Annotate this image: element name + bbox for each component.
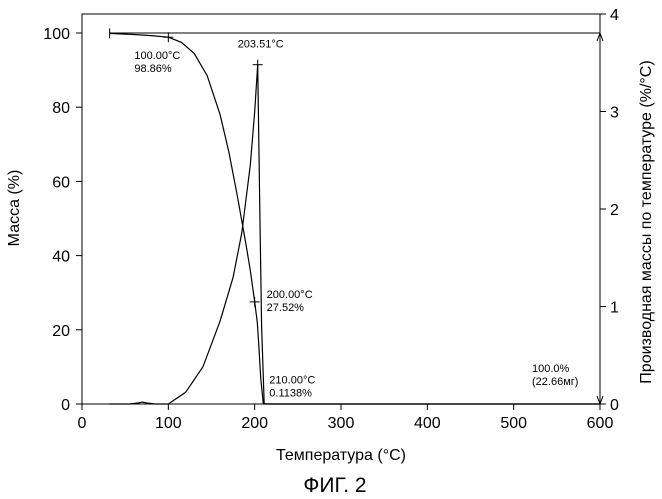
annotation-label: 203.51°C (238, 39, 284, 51)
y-right-tick-label: 4 (610, 7, 619, 24)
y-left-axis: 0 20 40 60 80 100 (43, 26, 82, 414)
annotation-line: (22.66мг) (532, 376, 578, 388)
x-tick-label: 300 (328, 415, 355, 432)
annotation-line: 100.0% (532, 363, 570, 375)
y-left-tick-label: 60 (52, 174, 70, 191)
y-left-tick-label: 20 (52, 323, 70, 340)
annotation-line: 203.51°C (238, 39, 284, 51)
y-left-axis-title: Масса (%) (6, 170, 23, 247)
x-tick-label: 200 (241, 415, 268, 432)
y-left-tick-label: 100 (43, 26, 70, 43)
figure-caption: ФИГ. 2 (303, 474, 366, 497)
annotation-line: 27.52% (267, 302, 305, 314)
series-layer (110, 28, 603, 404)
x-tick-label: 400 (414, 415, 441, 432)
y-left-tick-label: 80 (52, 100, 70, 117)
annotation-label: 100.0%(22.66мг) (532, 363, 578, 388)
y-right-tick-label: 3 (610, 105, 619, 122)
x-axis: 0 100 200 300 400 500 600 (78, 404, 614, 432)
series-derivative-line (110, 65, 600, 404)
annotation-label: 100.00°C98.86% (134, 50, 180, 75)
y-right-axis-title: Производная массы по температуре (%/°C) (638, 60, 655, 383)
y-right-tick-label: 1 (610, 300, 619, 317)
annotation-line: 200.00°C (267, 289, 313, 301)
y-right-tick-label: 0 (610, 397, 619, 414)
annotation-label: 200.00°C27.52% (267, 289, 313, 314)
x-tick-label: 600 (587, 415, 614, 432)
annotation-line: 98.86% (134, 63, 172, 75)
annotation-line: 210.00°C (269, 375, 315, 387)
series-mass-line (110, 33, 600, 404)
x-tick-label: 500 (500, 415, 527, 432)
y-left-tick-label: 0 (61, 397, 70, 414)
annotation-line: 100.00°C (134, 50, 180, 62)
y-right-axis: 0 1 2 3 4 (600, 7, 619, 414)
annotation-layer: 100.00°C98.86% 203.51°C 200.00°C27.52% 210.… (134, 32, 578, 399)
annotation-label: 210.00°C0.1138% (269, 375, 315, 400)
x-tick-label: 100 (155, 415, 182, 432)
x-tick-label: 0 (78, 415, 87, 432)
x-axis-title: Температура (°C) (276, 447, 406, 464)
y-left-tick-label: 40 (52, 249, 70, 266)
annotation-line: 0.1138% (269, 388, 312, 400)
y-right-tick-label: 2 (610, 202, 619, 219)
